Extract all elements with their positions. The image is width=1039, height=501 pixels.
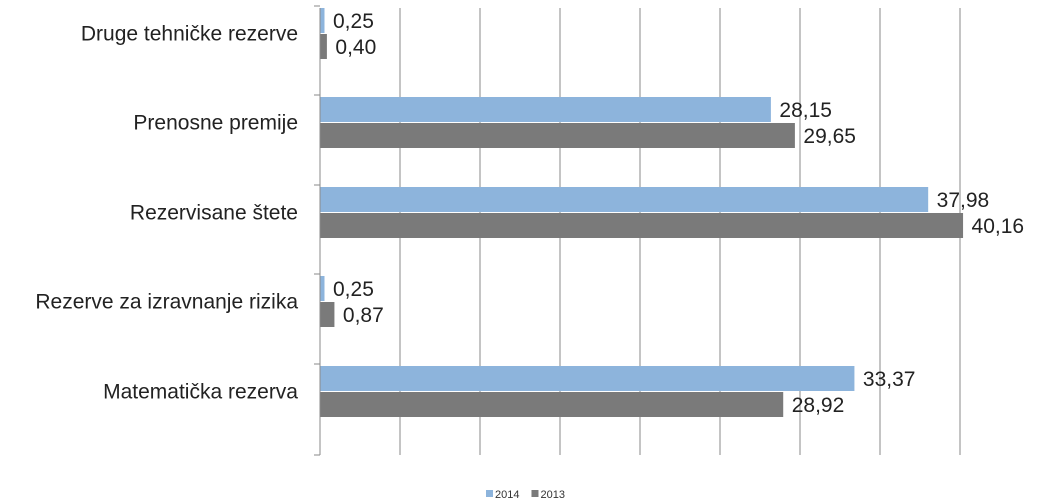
data-label-2014: 33,37 [863, 368, 916, 391]
legend: 2014 2013 [486, 489, 565, 501]
legend-label-2014: 2014 [495, 489, 519, 501]
data-label-2014: 37,98 [937, 189, 990, 212]
bar-2013 [320, 34, 327, 59]
category-label: Matematička rezerva [103, 381, 298, 404]
bar-2014 [320, 276, 325, 301]
data-label-2013: 0,40 [335, 36, 376, 59]
data-label-2013: 0,87 [343, 304, 384, 327]
bar-2014 [320, 187, 929, 212]
category-label: Prenosne premije [133, 112, 298, 135]
data-label-2014: 0,25 [333, 10, 374, 33]
data-label-2013: 29,65 [803, 125, 856, 148]
category-label: Rezervisane štete [130, 202, 298, 225]
data-labels: 0,25 0,40 28,15 29,65 37,98 40,16 0,25 0,87 33,3… [333, 10, 1024, 417]
category-axis [314, 5, 321, 456]
bar-2014 [320, 97, 771, 122]
bar-2014 [320, 366, 855, 391]
category-label: Druge tehničke rezerve [81, 23, 298, 46]
bar-2013 [320, 213, 964, 238]
data-label-2014: 28,15 [779, 99, 832, 122]
data-label-2013: 40,16 [972, 215, 1025, 238]
bar-2014 [320, 8, 325, 33]
bars [320, 8, 964, 417]
legend-label-2013: 2013 [540, 489, 564, 501]
bar-2013 [320, 123, 795, 148]
bar-2013 [320, 392, 784, 417]
legend-swatch-2014 [486, 490, 493, 497]
data-label-2014: 0,25 [333, 278, 374, 301]
category-label: Rezerve za izravnanje rizika [35, 291, 298, 314]
data-label-2013: 28,92 [792, 394, 845, 417]
bar-2013 [320, 302, 335, 327]
legend-swatch-2013 [531, 490, 539, 497]
category-labels: Druge tehničke rezerve Prenosne premije Re… [35, 23, 298, 404]
